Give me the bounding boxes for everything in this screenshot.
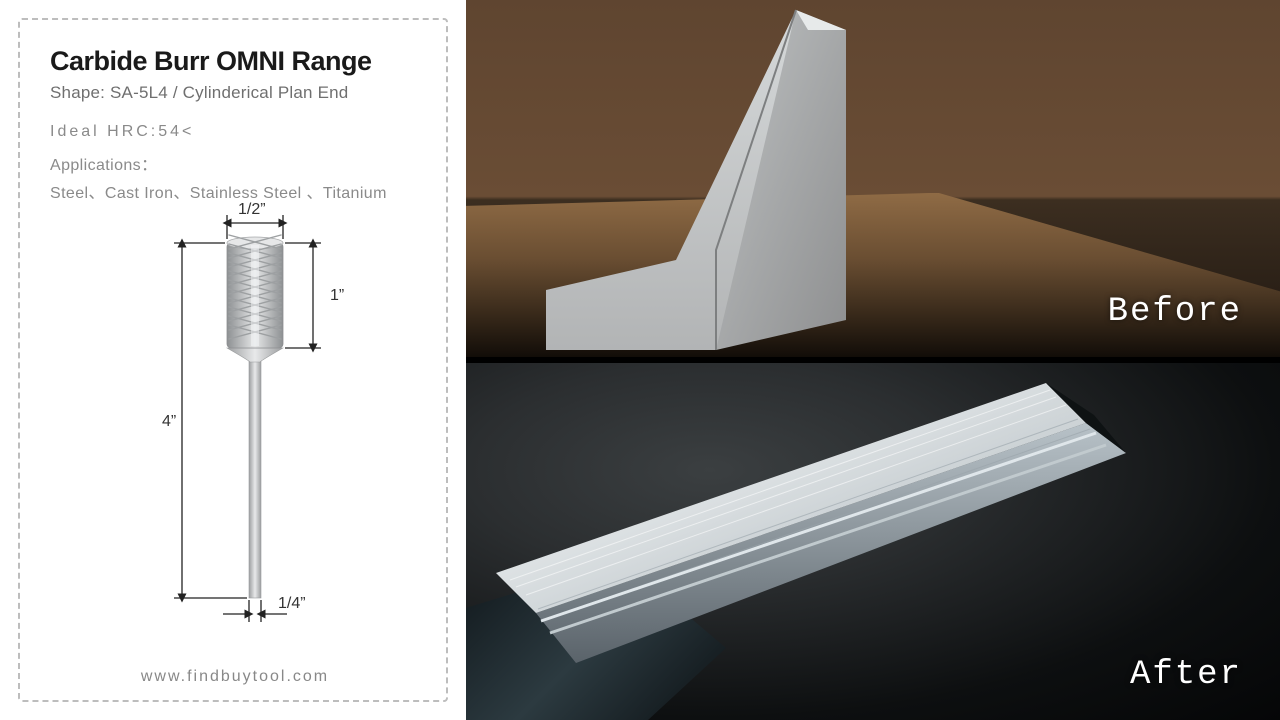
dimension-diagram: 1/2” 1” 4” 1/4” xyxy=(50,203,420,664)
before-after-panel: Before xyxy=(466,0,1280,720)
footer-url: www.findbuytool.com xyxy=(50,664,420,686)
before-panel: Before xyxy=(466,0,1280,357)
before-metal-block xyxy=(546,0,1046,357)
dim-shank-diameter: 1/4” xyxy=(278,595,306,613)
ideal-hrc: Ideal HRC:54< xyxy=(50,123,420,141)
spec-card-panel: Carbide Burr OMNI Range Shape: SA-5L4 / … xyxy=(0,0,466,720)
after-panel: After xyxy=(466,363,1280,720)
before-label: Before xyxy=(1108,293,1242,331)
dim-head-length: 1” xyxy=(330,287,344,305)
dim-head-diameter: 1/2” xyxy=(238,201,266,219)
applications-label: Applications： xyxy=(50,151,420,175)
after-label: After xyxy=(1130,656,1242,694)
dim-overall-length: 4” xyxy=(162,413,176,431)
burr-diagram-svg xyxy=(50,203,430,633)
spec-card: Carbide Burr OMNI Range Shape: SA-5L4 / … xyxy=(18,18,448,702)
product-subtitle: Shape: SA-5L4 / Cylinderical Plan End xyxy=(50,83,420,103)
applications-list: Steel、Cast Iron、Stainless Steel 、Titaniu… xyxy=(50,179,420,203)
product-title: Carbide Burr OMNI Range xyxy=(50,46,420,77)
